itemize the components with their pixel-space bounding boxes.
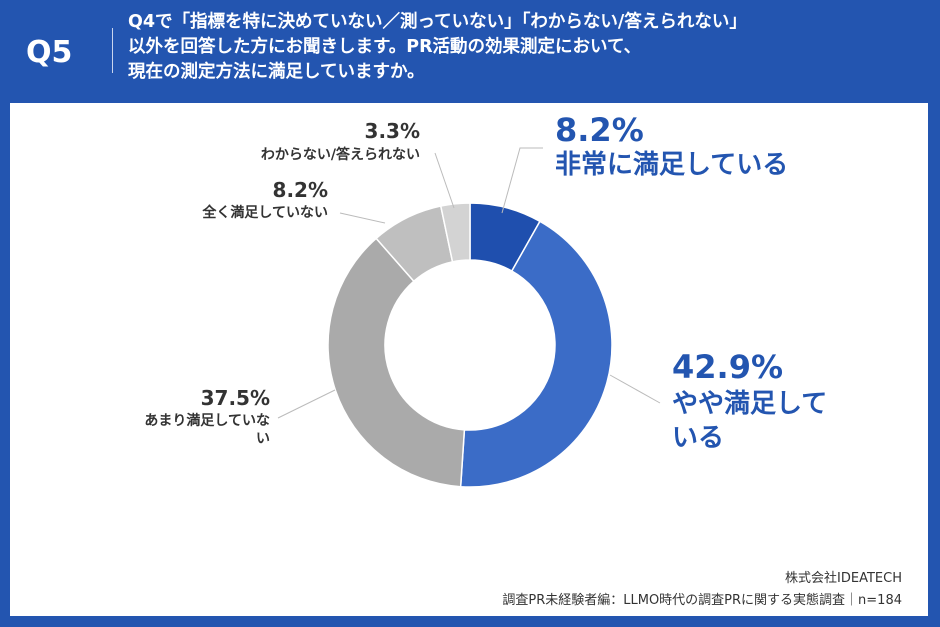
- question-text: Q4で「指標を特に決めていない／測っていない」「わからない/答えられない」 以外…: [128, 10, 928, 85]
- leader-line: [277, 389, 336, 419]
- question-line: 以外を回答した方にお聞きします。PR活動の効果測定において、: [128, 37, 642, 57]
- leader-line: [609, 374, 661, 404]
- leader-line: [339, 212, 386, 224]
- question-line: 現在の測定方法に満足していますか。: [128, 62, 425, 82]
- slice-category-label: あまり満足していない: [144, 412, 270, 447]
- donut-slice: [327, 237, 466, 488]
- slice-value-label: 8.2%: [273, 178, 328, 202]
- slice-value-label: 42.9%: [672, 348, 783, 386]
- donut-slice: [439, 202, 471, 263]
- chart-card: 8.2% 非常に満足している 42.9% やや満足している 37.5% あまり満足していな…: [10, 103, 928, 616]
- survey-source: 調査PR未経験者編：LLMO時代の調査PRに関する実態調査｜n=184: [502, 593, 902, 608]
- leader-line: [434, 152, 455, 209]
- slice-category-label: 非常に満足している: [555, 150, 788, 180]
- slice-category-label: わからない/答えられない: [261, 146, 420, 163]
- question-line: Q4で「指標を特に決めていない／測っていない」「わからない/答えられない」: [128, 12, 747, 32]
- company-credit: 株式会社IDEATECH: [785, 571, 902, 586]
- question-number: Q5: [26, 35, 73, 70]
- leader-line: [501, 147, 543, 214]
- donut-slice: [459, 220, 613, 488]
- donut-chart: 8.2%非常に満足している42.9%やや満足している37.5%あまり満足していな…: [144, 111, 827, 488]
- slice-category-label: 全く満足していない: [201, 204, 328, 221]
- divider: [112, 28, 113, 73]
- slice-value-label: 8.2%: [555, 111, 644, 149]
- slice-value-label: 3.3%: [365, 119, 420, 143]
- slice-value-label: 37.5%: [201, 386, 270, 410]
- slice-category-label: やや満足している: [672, 389, 827, 453]
